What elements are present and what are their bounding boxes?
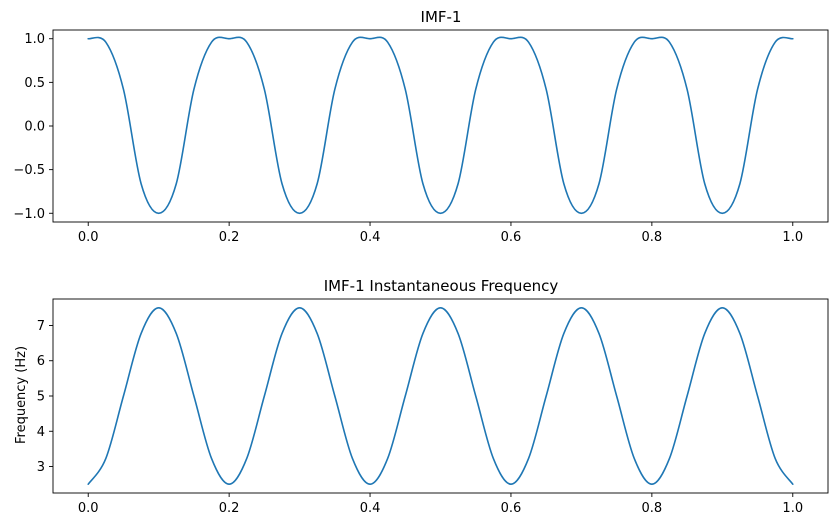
frequency-y-tick-label: 4 xyxy=(37,425,45,440)
imf-plot-title: IMF-1 xyxy=(421,8,462,26)
imf-x-tick-label: 1.0 xyxy=(782,230,803,245)
frequency-y-tick-label: 5 xyxy=(37,390,45,405)
frequency-x-tick-label: 0.4 xyxy=(360,501,381,516)
imf-y-tick-label: 1.0 xyxy=(24,32,45,47)
imf-x-tick-label: 0.4 xyxy=(360,230,381,245)
frequency-x-tick-label: 0.6 xyxy=(501,501,522,516)
frequency-y-tick-label: 6 xyxy=(37,354,45,369)
frequency-plot-ylabel: Frequency (Hz) xyxy=(14,346,29,444)
imf-x-tick-label: 0.0 xyxy=(78,230,99,245)
frequency-x-tick-label: 0.0 xyxy=(78,501,99,516)
imf-series-line xyxy=(87,36,794,215)
imf-x-tick-label: 0.6 xyxy=(501,230,522,245)
imf-x-tick-label: 0.8 xyxy=(642,230,663,245)
imf-y-tick-label: 0.5 xyxy=(24,76,45,91)
frequency-axes-frame xyxy=(52,298,829,494)
frequency-series-line xyxy=(87,307,794,485)
frequency-x-tick-label: 0.8 xyxy=(642,501,663,516)
imf-y-tick-label: 0.0 xyxy=(24,120,45,135)
frequency-y-tick-label: 7 xyxy=(37,319,45,334)
frequency-x-tick-label: 1.0 xyxy=(782,501,803,516)
frequency-y-tick-label: 3 xyxy=(37,460,45,475)
imf-y-tick-label: −0.5 xyxy=(13,163,45,178)
frequency-plot-title: IMF-1 Instantaneous Frequency xyxy=(324,277,559,295)
frequency-plot: IMF-1 Instantaneous Frequency Frequency … xyxy=(14,277,829,516)
imf-x-tick-label: 0.2 xyxy=(219,230,240,245)
imf-plot: IMF-1 0.0 0.2 0.4 0.6 0.8 1.0 −1.0 −0.5 0.0 0.5 1.… xyxy=(13,8,829,245)
imf-axes-frame xyxy=(52,29,829,223)
frequency-x-tick-label: 0.2 xyxy=(219,501,240,516)
imf-y-tick-label: −1.0 xyxy=(13,207,45,222)
